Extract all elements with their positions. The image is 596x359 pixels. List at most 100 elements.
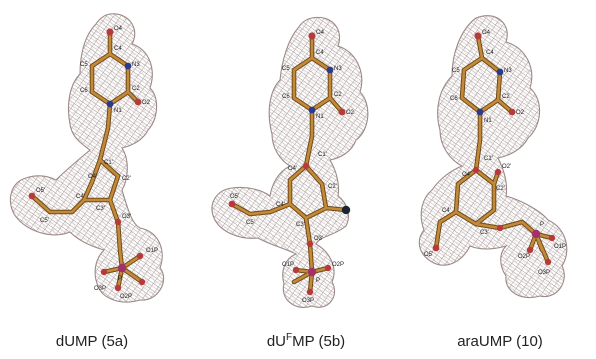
atom-o5 <box>228 200 236 208</box>
atom-label: C4 <box>486 50 494 56</box>
atom-n3 <box>326 66 334 74</box>
atom-label: C3' <box>296 222 305 228</box>
atom-o3 <box>496 224 504 232</box>
atom-o1p <box>292 266 300 274</box>
atom-label: O2' <box>502 164 511 170</box>
atom-label: C4' <box>76 194 85 200</box>
atom-label: O3P <box>302 298 314 304</box>
atom-label: C2' <box>122 176 131 182</box>
atom-label: O3' <box>122 214 131 220</box>
caption-text: dUMP (5a) <box>55 333 129 350</box>
atom-n1 <box>308 106 316 114</box>
atom-label: C2 <box>132 86 140 92</box>
atom-label: C3' <box>480 230 489 236</box>
atom-label: O5' <box>230 194 239 200</box>
atom-label: O4 <box>316 30 325 36</box>
atom-o-extra <box>138 278 146 286</box>
atom-p <box>531 229 541 239</box>
atom-label: C5' <box>246 220 255 226</box>
atom-label: O5' <box>36 188 45 194</box>
atom-label: P <box>540 222 544 228</box>
atom-label: O5' <box>424 252 433 258</box>
atom-o3 <box>114 218 122 226</box>
atom-o5 <box>432 244 440 252</box>
atom-label: P <box>316 278 320 284</box>
atom-label: C6 <box>282 94 290 100</box>
atom-label: O2 <box>142 100 151 106</box>
atom-o3p <box>544 258 552 266</box>
atom-o4 <box>474 32 482 40</box>
atom-label: O2 <box>516 110 525 116</box>
atom-label: O4' <box>462 172 471 178</box>
caption-text-prefix: dU <box>266 333 286 350</box>
atom-labels: O4 C4 C5 N3 C2 C6 O2 N1 C1' O4' O3' C4' … <box>36 26 158 300</box>
atom-n1 <box>476 108 484 116</box>
panel-araump: O4 C4 N3 C5 C2 C6 O2 N1 C1' O4' C2' O2' … <box>418 15 568 298</box>
atom-o2p <box>324 264 332 272</box>
atom-label: N1 <box>114 108 122 114</box>
panel-dump: O4 C4 C5 N3 C2 C6 O2 N1 C1' O4' O3' C4' … <box>9 13 165 303</box>
atom-p <box>117 263 127 273</box>
atom-labels: O4 C4 C5 N3 C2 C6 O2 N1 C1' O4' C2' C4' … <box>230 30 355 304</box>
atom-o2 <box>508 108 516 116</box>
atom-label: C4 <box>114 46 122 52</box>
atom-o2 <box>134 98 142 106</box>
atom-label: C4' <box>442 208 451 214</box>
atom-label: N1 <box>484 118 492 124</box>
atom-o1p <box>136 252 144 260</box>
atom-o3p <box>306 288 314 296</box>
atom-label: O4' <box>88 174 97 180</box>
atom-label: C4' <box>276 202 285 208</box>
atom-o4-prime <box>472 166 480 174</box>
atom-n3 <box>496 68 504 76</box>
atom-label: C5 <box>452 68 460 74</box>
molecule-model: O4 C4 C5 N3 C2 C6 O2 N1 C1' O4' C2' C4' … <box>228 30 355 304</box>
caption-dump: dUMP (5a) <box>22 333 162 350</box>
atom-label: O2P <box>120 294 132 300</box>
atom-label: C4 <box>316 50 324 56</box>
atom-label: C6 <box>450 96 458 102</box>
atom-label: C2' <box>328 184 337 190</box>
atom-label: N3 <box>132 62 140 68</box>
atom-p <box>307 267 317 277</box>
atom-label: O2 <box>346 110 355 116</box>
atom-label: C5 <box>80 62 88 68</box>
atom-label: C5' <box>40 218 49 224</box>
atom-o4-prime <box>302 162 310 170</box>
atom-label: O1P <box>146 248 158 254</box>
atom-n1 <box>106 100 114 108</box>
atom-label: O4 <box>114 26 123 32</box>
caption-araump: araUMP (10) <box>430 333 570 350</box>
atom-label: O4' <box>288 166 297 172</box>
atom-o5 <box>28 192 36 200</box>
atom-o2 <box>338 108 346 116</box>
atom-label: C1' <box>104 160 113 166</box>
atom-label: O1P <box>554 244 566 250</box>
atom-label: P <box>118 276 122 282</box>
atom-label: O3P <box>538 270 550 276</box>
atom-label: C5 <box>282 66 290 72</box>
atom-label: C3' <box>96 206 105 212</box>
atom-label: O3' <box>314 236 323 242</box>
atom-n3 <box>124 62 132 70</box>
atom-o1p <box>548 234 556 242</box>
caption-dufmp: dUFMP (5b) <box>236 333 376 351</box>
molecule-model: O4 C4 N3 C5 C2 C6 O2 N1 C1' O4' C2' O2' … <box>424 30 566 276</box>
atom-label: N3 <box>334 66 342 72</box>
atom-o2p <box>526 246 534 254</box>
atom-labels: O4 C4 N3 C5 C2 C6 O2 N1 C1' O4' C2' O2' … <box>424 30 566 276</box>
atom-label: O1P <box>282 262 294 268</box>
atom-label: O3P <box>94 286 106 292</box>
atom-o2p <box>114 284 122 292</box>
density-mesh <box>9 13 165 303</box>
atom-label: C1' <box>318 152 327 158</box>
atom-o4 <box>308 32 316 40</box>
atom-label: C2 <box>334 92 342 98</box>
atom-label: C2' <box>496 186 505 192</box>
atom-o2-prime <box>494 168 502 176</box>
panel-dufmp: O4 C4 C5 N3 C2 C6 O2 N1 C1' O4' C2' C4' … <box>211 16 369 308</box>
atom-fluorine <box>341 205 351 215</box>
atom-label: N3 <box>504 68 512 74</box>
atom-label: C2 <box>502 94 510 100</box>
